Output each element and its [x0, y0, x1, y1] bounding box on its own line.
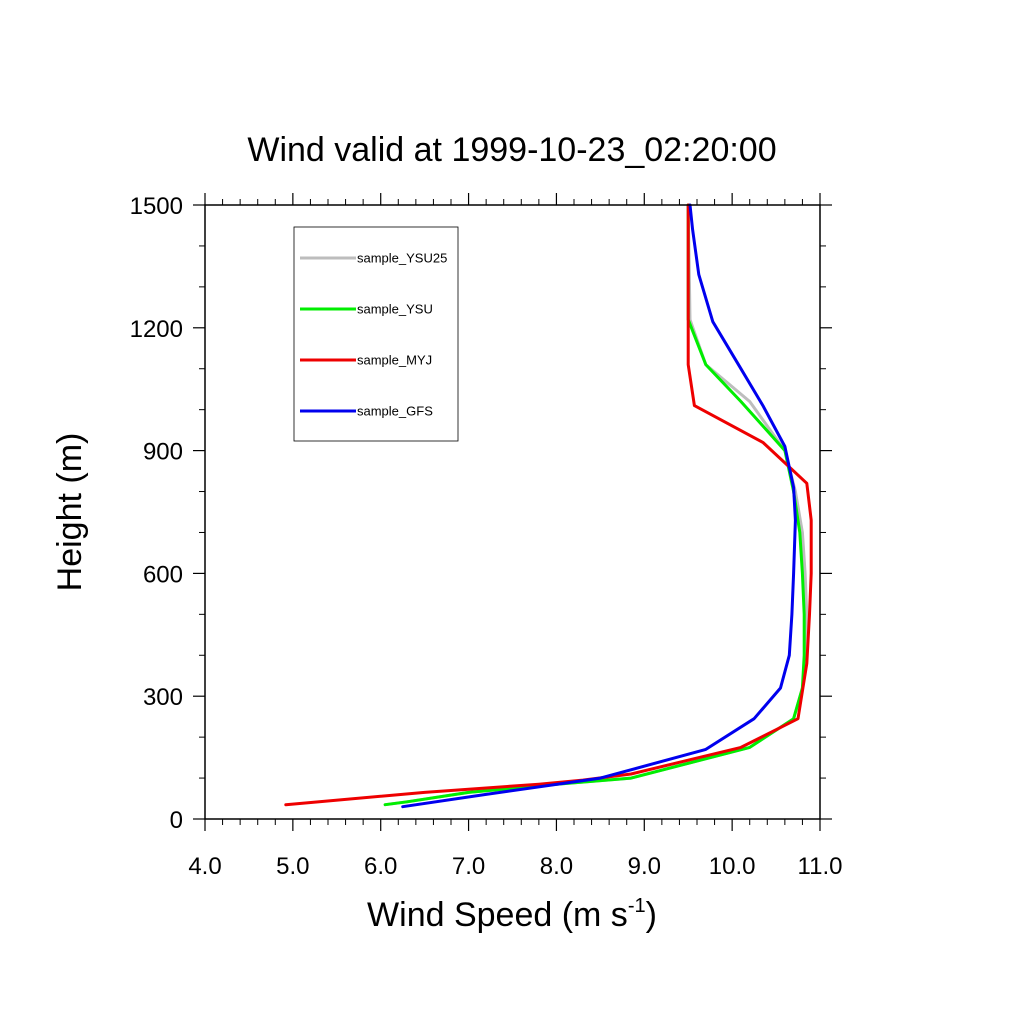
tick-labels-layer: 4.0 5.0 6.0 7.0 8.0 9.0 10.0 11.0 0 300 600 900 1200… — [130, 193, 843, 880]
x-tick-label: 8.0 — [540, 853, 573, 880]
legend: sample_YSU25 sample_YSU sample_MYJ sample_G… — [293, 226, 459, 442]
y-tick-label: 1500 — [130, 193, 183, 220]
x-tick-label: 7.0 — [452, 853, 485, 880]
x-axis-label-close: ) — [646, 896, 657, 934]
y-tick-label: 1200 — [130, 316, 183, 343]
series-layer — [284, 203, 813, 809]
x-tick-label: 5.0 — [276, 853, 309, 880]
ticks-layer — [193, 193, 832, 831]
y-tick-label: 900 — [143, 439, 183, 466]
y-tick-label: 300 — [143, 684, 183, 711]
x-tick-label: 10.0 — [709, 853, 756, 880]
legend-box — [293, 226, 459, 442]
legend-label: sample_YSU25 — [357, 251, 447, 266]
y-axis-label: Height (m) — [51, 433, 89, 592]
plot-frame — [204, 204, 821, 820]
y-tick-label: 600 — [143, 561, 183, 588]
legend-label: sample_GFS — [357, 404, 433, 419]
x-tick-label: 9.0 — [628, 853, 661, 880]
x-tick-label: 6.0 — [364, 853, 397, 880]
legend-label: sample_MYJ — [357, 353, 432, 368]
y-tick-label: 0 — [170, 807, 183, 834]
series-line-sample-gfs — [401, 203, 797, 809]
x-axis-label: Wind Speed (m s-1) — [367, 895, 657, 934]
x-tick-label: 4.0 — [188, 853, 221, 880]
x-axis-label-main: Wind Speed (m s — [367, 896, 628, 934]
x-tick-label: 11.0 — [798, 853, 843, 880]
chart-title: Wind valid at 1999-10-23_02:20:00 — [247, 131, 776, 169]
legend-label: sample_YSU — [357, 302, 433, 317]
x-axis-label-superscript: -1 — [628, 895, 646, 917]
